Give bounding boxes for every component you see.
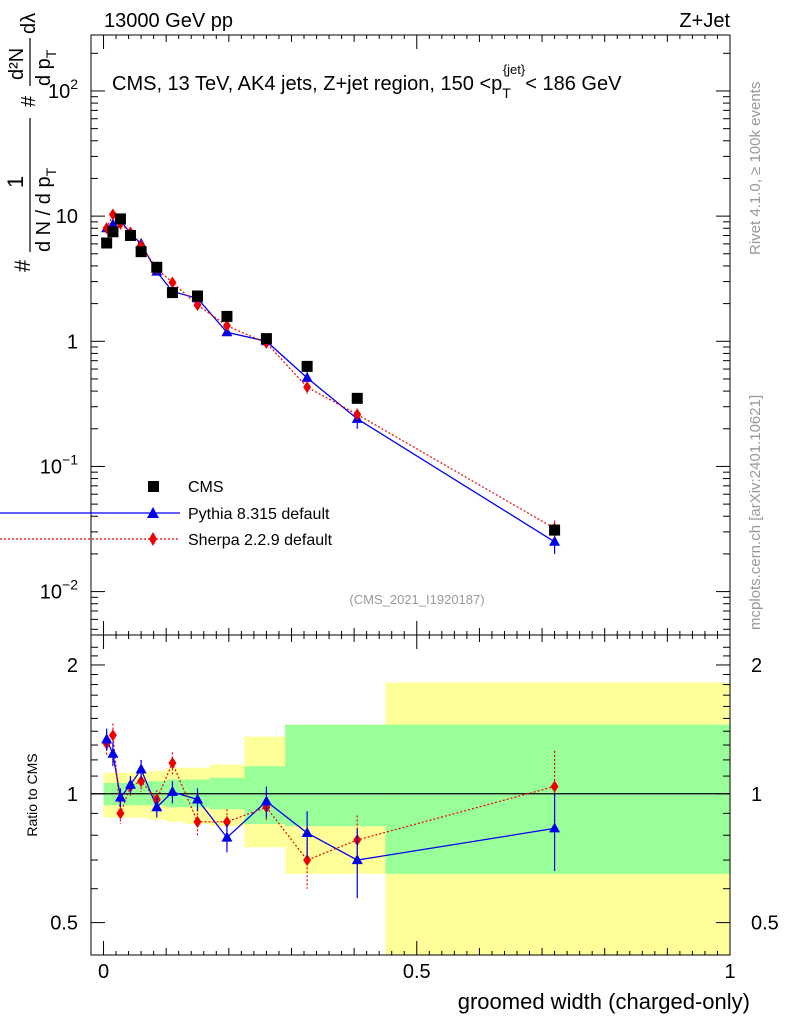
main-title: CMS, 13 TeV, AK4 jets, Z+jet region, 150…: [112, 62, 622, 101]
ratio-frame: [90, 634, 731, 956]
cms-point: [221, 310, 233, 322]
cms-point: [549, 524, 561, 536]
ratio-sherpa-point: [222, 815, 231, 828]
legend-label-pythia: Pythia 8.315 default: [188, 506, 330, 523]
pythia-point: [301, 371, 313, 382]
ratio-pythia-point: [301, 826, 313, 837]
ratio-ytick-label-left: 0.5: [50, 913, 78, 935]
ylabel-one: 1: [3, 176, 28, 188]
ratio-sherpa-point: [116, 807, 125, 820]
cms-point: [101, 237, 113, 249]
legend-marker-sherpa: [149, 532, 157, 546]
sherpa-point: [168, 276, 177, 289]
main-ytick-label: 1: [67, 331, 78, 353]
legend-label-cms: CMS: [188, 479, 224, 496]
sherpa-point: [353, 408, 362, 421]
main-ylabel: # 1 d N / d pT # d²N d pT dλ: [3, 13, 59, 272]
main-title-tail: < 186 GeV: [525, 73, 622, 95]
cms-point: [107, 226, 119, 238]
main-frame: [90, 34, 731, 636]
ratio-pythia-point: [549, 822, 561, 833]
pythia-point: [549, 535, 561, 546]
main-title-sub: T: [502, 85, 511, 101]
main-ytick-label: 10−2: [40, 577, 78, 604]
ratio-ylabel: Ratio to CMS: [24, 753, 40, 836]
ratio-ytick-label-right: 1: [751, 784, 762, 806]
ylabel-hash2: #: [18, 95, 40, 107]
ratio-pythia-point: [135, 763, 147, 774]
ylabel-hash: #: [10, 259, 35, 272]
pythia-line: [106, 219, 555, 543]
ylabel-dlambda: dλ: [18, 13, 40, 34]
cms-point: [124, 230, 136, 242]
x-tick-label: 0.5: [403, 961, 431, 983]
sherpa-point: [193, 298, 202, 311]
ylabel-dn-dpt: d N / d pT: [33, 167, 59, 252]
main-ytick-label: 10−1: [40, 451, 78, 478]
ratio-panel: 0.5 0.5 1 1 2 2 0 0.5 1 Ratio to CMS groomed wid…: [24, 634, 779, 1014]
sherpa-point: [108, 208, 117, 221]
main-panel: 10−2 10−1 1 10 102 CMS, 13 TeV, AK4 jets, Z+…: [0, 13, 731, 636]
legend-marker-pythia: [147, 507, 159, 518]
ylabel-dpt: d pT: [33, 49, 59, 86]
main-title-sup: {jet}: [503, 62, 526, 77]
ratio-sherpa-point: [137, 775, 146, 788]
sherpa-line: [106, 213, 555, 529]
watermark: (CMS_2021_I1920187): [349, 592, 484, 607]
ratio-pythia-point: [107, 747, 119, 758]
ylabel-t1: T: [43, 167, 59, 176]
ratio-pythia-point: [124, 778, 136, 789]
cms-point: [151, 261, 163, 273]
ratio-pythia-point: [101, 733, 113, 744]
cms-point: [114, 213, 126, 225]
header-energy: 13000 GeV pp: [104, 10, 233, 32]
cms-uncertainty-band-inner: [285, 724, 386, 827]
ratio-sherpa-point: [303, 854, 312, 867]
cms-point: [166, 287, 178, 299]
ratio-pythia-point: [351, 854, 363, 865]
legend-label-sherpa: Sherpa 2.2.9 default: [188, 532, 333, 549]
ratio-sherpa-point: [108, 729, 117, 742]
ratio-pythia-point: [192, 793, 203, 804]
ratio-pythia-point: [151, 801, 163, 812]
cms-uncertainty-band-inner: [385, 724, 730, 874]
ratio-pythia-point: [114, 791, 126, 802]
ratio-sherpa-point: [550, 780, 559, 793]
ratio-pythia-point: [166, 785, 178, 796]
ylabel-t2: T: [43, 49, 59, 58]
cms-point: [135, 246, 147, 258]
ratio-ytick-label-left: 1: [67, 784, 78, 806]
ratio-sherpa-point: [168, 757, 177, 770]
main-ytick-label: 10: [56, 206, 78, 228]
x-axis-label: groomed width (charged-only): [458, 989, 750, 1014]
sherpa-point: [303, 381, 312, 394]
x-tick-label: 1: [724, 961, 735, 983]
x-tick-label: 0: [98, 961, 109, 983]
header-process: Z+Jet: [679, 10, 730, 32]
cms-uncertainty-band-inner: [244, 766, 286, 824]
ratio-ytick-label-left: 2: [67, 655, 78, 677]
legend: CMS Pythia 8.315 default Sherpa 2.2.9 de…: [0, 479, 333, 549]
legend-marker-cms: [148, 481, 159, 492]
cms-point: [260, 333, 272, 345]
ylabel-d2n: d²N: [6, 48, 28, 80]
ylabel-dp: d p: [33, 58, 55, 86]
main-ytick-label: 102: [48, 76, 78, 103]
ratio-sherpa-point: [193, 815, 202, 828]
pythia-point: [107, 218, 119, 229]
cms-point: [351, 392, 363, 404]
ratio-ytick-label-right: 2: [751, 655, 762, 677]
cms-point: [301, 360, 313, 372]
rivet-version-label: Rivet 4.1.0, ≥ 100k events: [747, 82, 764, 255]
ylabel-dn-dp: d N / d p: [33, 176, 55, 252]
ratio-ytick-label-right: 0.5: [751, 913, 779, 935]
sherpa-point: [222, 319, 231, 332]
mcplots-label: mcplots.cern.ch [arXiv:2401.10621]: [747, 395, 764, 630]
cms-point: [192, 290, 203, 302]
main-title-text: CMS, 13 TeV, AK4 jets, Z+jet region, 150…: [112, 73, 502, 95]
ratio-pythia-point: [260, 795, 272, 806]
ratio-pythia-point: [221, 831, 233, 842]
